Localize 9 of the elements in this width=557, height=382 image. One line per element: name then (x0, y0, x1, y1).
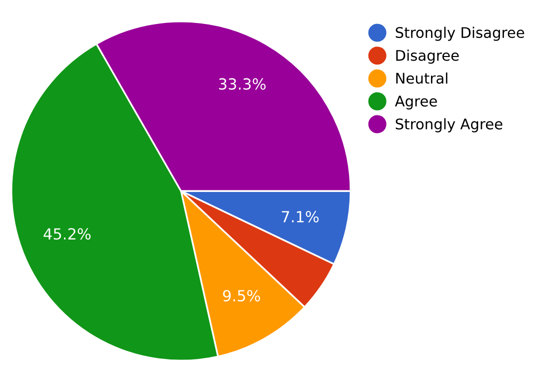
data-label: 45.2% (44, 228, 91, 240)
legend-label: Neutral (396, 72, 448, 84)
legend-label: Disagree (396, 50, 459, 64)
legend-label: Strongly Agree (396, 118, 502, 132)
data-label: 9.5% (223, 290, 260, 302)
legend-label: Strongly Disagree (396, 26, 524, 41)
legend-label: Agree (394, 96, 437, 110)
data-label: 7.1% (282, 210, 319, 222)
data-label: 33.3% (219, 78, 266, 90)
